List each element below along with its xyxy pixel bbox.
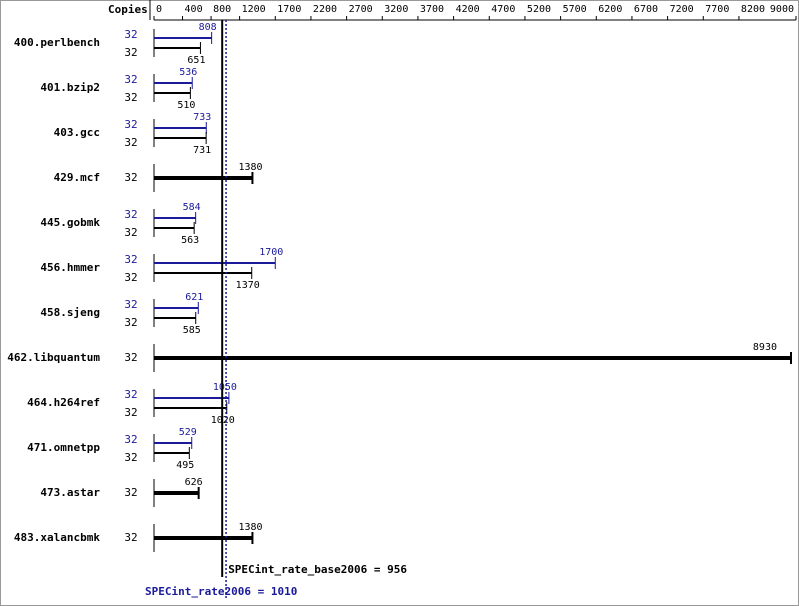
copies-label: 32 bbox=[124, 433, 137, 446]
benchmark-label: 401.bzip2 bbox=[40, 81, 100, 94]
copies-label: 32 bbox=[124, 136, 137, 149]
x-tick-label: 2200 bbox=[313, 4, 337, 15]
x-tick-label: 1200 bbox=[242, 4, 266, 15]
bar bbox=[154, 47, 201, 49]
copies-label: 32 bbox=[124, 226, 137, 239]
benchmark-label: 456.hmmer bbox=[40, 261, 100, 274]
bar bbox=[154, 137, 207, 139]
copies-label: 32 bbox=[124, 298, 137, 311]
value-label: 510 bbox=[177, 100, 195, 111]
x-tick-label: 4200 bbox=[456, 4, 480, 15]
x-tick-label: 7200 bbox=[670, 4, 694, 15]
bar bbox=[154, 442, 192, 444]
copies-label: 32 bbox=[124, 73, 137, 86]
x-tick-label: 6700 bbox=[634, 4, 658, 15]
bar bbox=[154, 397, 229, 399]
benchmark-label: 462.libquantum bbox=[7, 351, 100, 364]
benchmark-label: 483.xalancbmk bbox=[14, 531, 100, 544]
bar bbox=[154, 307, 199, 309]
x-tick-label: 6200 bbox=[598, 4, 622, 15]
bar bbox=[154, 452, 190, 454]
value-label: 585 bbox=[183, 325, 201, 336]
bar bbox=[154, 491, 199, 495]
value-label: 563 bbox=[181, 235, 199, 246]
bar bbox=[154, 227, 195, 229]
value-label: 733 bbox=[193, 112, 211, 123]
x-tick-label: 3700 bbox=[420, 4, 444, 15]
value-label: 731 bbox=[193, 145, 211, 156]
value-label: 495 bbox=[176, 460, 194, 471]
copies-label: 32 bbox=[124, 388, 137, 401]
x-tick-label: 1700 bbox=[277, 4, 301, 15]
copies-label: 32 bbox=[124, 271, 137, 284]
value-label: 808 bbox=[199, 22, 217, 33]
bar bbox=[154, 82, 193, 84]
copies-label: 32 bbox=[124, 118, 137, 131]
copies-label: 32 bbox=[124, 171, 137, 184]
x-tick-label: 9000 bbox=[770, 4, 794, 15]
bar bbox=[154, 262, 276, 264]
value-label: 536 bbox=[179, 67, 197, 78]
copies-label: 32 bbox=[124, 28, 137, 41]
benchmark-label: 445.gobmk bbox=[40, 216, 100, 229]
bar bbox=[154, 317, 196, 319]
copies-label: 32 bbox=[124, 46, 137, 59]
reference-label: SPECint_rate_base2006 = 956 bbox=[228, 563, 407, 576]
value-label: 584 bbox=[183, 202, 201, 213]
x-tick-label: 800 bbox=[213, 4, 231, 15]
copies-label: 32 bbox=[124, 208, 137, 221]
copies-label: 32 bbox=[124, 253, 137, 266]
benchmark-label: 471.omnetpp bbox=[27, 441, 100, 454]
benchmark-label: 429.mcf bbox=[54, 171, 100, 184]
x-tick-label: 400 bbox=[185, 4, 203, 15]
copies-label: 32 bbox=[124, 316, 137, 329]
copies-label: 32 bbox=[124, 486, 137, 499]
reference-label: SPECint_rate2006 = 1010 bbox=[145, 585, 297, 598]
value-label: 1370 bbox=[236, 280, 260, 291]
bar bbox=[154, 536, 253, 540]
value-label: 1380 bbox=[238, 162, 262, 173]
x-tick-label: 5700 bbox=[563, 4, 587, 15]
benchmark-label: 473.astar bbox=[40, 486, 100, 499]
benchmark-label: 464.h264ref bbox=[27, 396, 100, 409]
x-tick-label: 3200 bbox=[384, 4, 408, 15]
copies-label: 32 bbox=[124, 451, 137, 464]
x-tick-label: 0 bbox=[156, 4, 162, 15]
bar bbox=[154, 217, 196, 219]
copies-label: 32 bbox=[124, 91, 137, 104]
bar bbox=[154, 127, 207, 129]
bar bbox=[154, 407, 227, 409]
value-label: 8930 bbox=[753, 342, 777, 353]
bar bbox=[154, 92, 191, 94]
value-label: 1380 bbox=[238, 522, 262, 533]
bar bbox=[154, 356, 792, 360]
benchmark-label: 400.perlbench bbox=[14, 36, 100, 49]
x-tick-label: 5200 bbox=[527, 4, 551, 15]
x-tick-label: 2700 bbox=[349, 4, 373, 15]
benchmark-label: 403.gcc bbox=[54, 126, 100, 139]
copies-label: 32 bbox=[124, 531, 137, 544]
x-tick-label: 7700 bbox=[705, 4, 729, 15]
x-tick-label: 4700 bbox=[491, 4, 515, 15]
bar bbox=[154, 176, 253, 180]
copies-label: 32 bbox=[124, 406, 137, 419]
bar bbox=[154, 37, 212, 39]
bar bbox=[154, 272, 252, 274]
copies-label: 32 bbox=[124, 351, 137, 364]
value-label: 651 bbox=[187, 55, 205, 66]
copies-header: Copies bbox=[108, 3, 148, 16]
value-label: 621 bbox=[185, 292, 203, 303]
benchmark-label: 458.sjeng bbox=[40, 306, 100, 319]
value-label: 1700 bbox=[259, 247, 283, 258]
value-label: 1050 bbox=[213, 382, 237, 393]
x-tick-label: 8200 bbox=[741, 4, 765, 15]
value-label: 529 bbox=[179, 427, 197, 438]
value-label: 626 bbox=[185, 477, 203, 488]
